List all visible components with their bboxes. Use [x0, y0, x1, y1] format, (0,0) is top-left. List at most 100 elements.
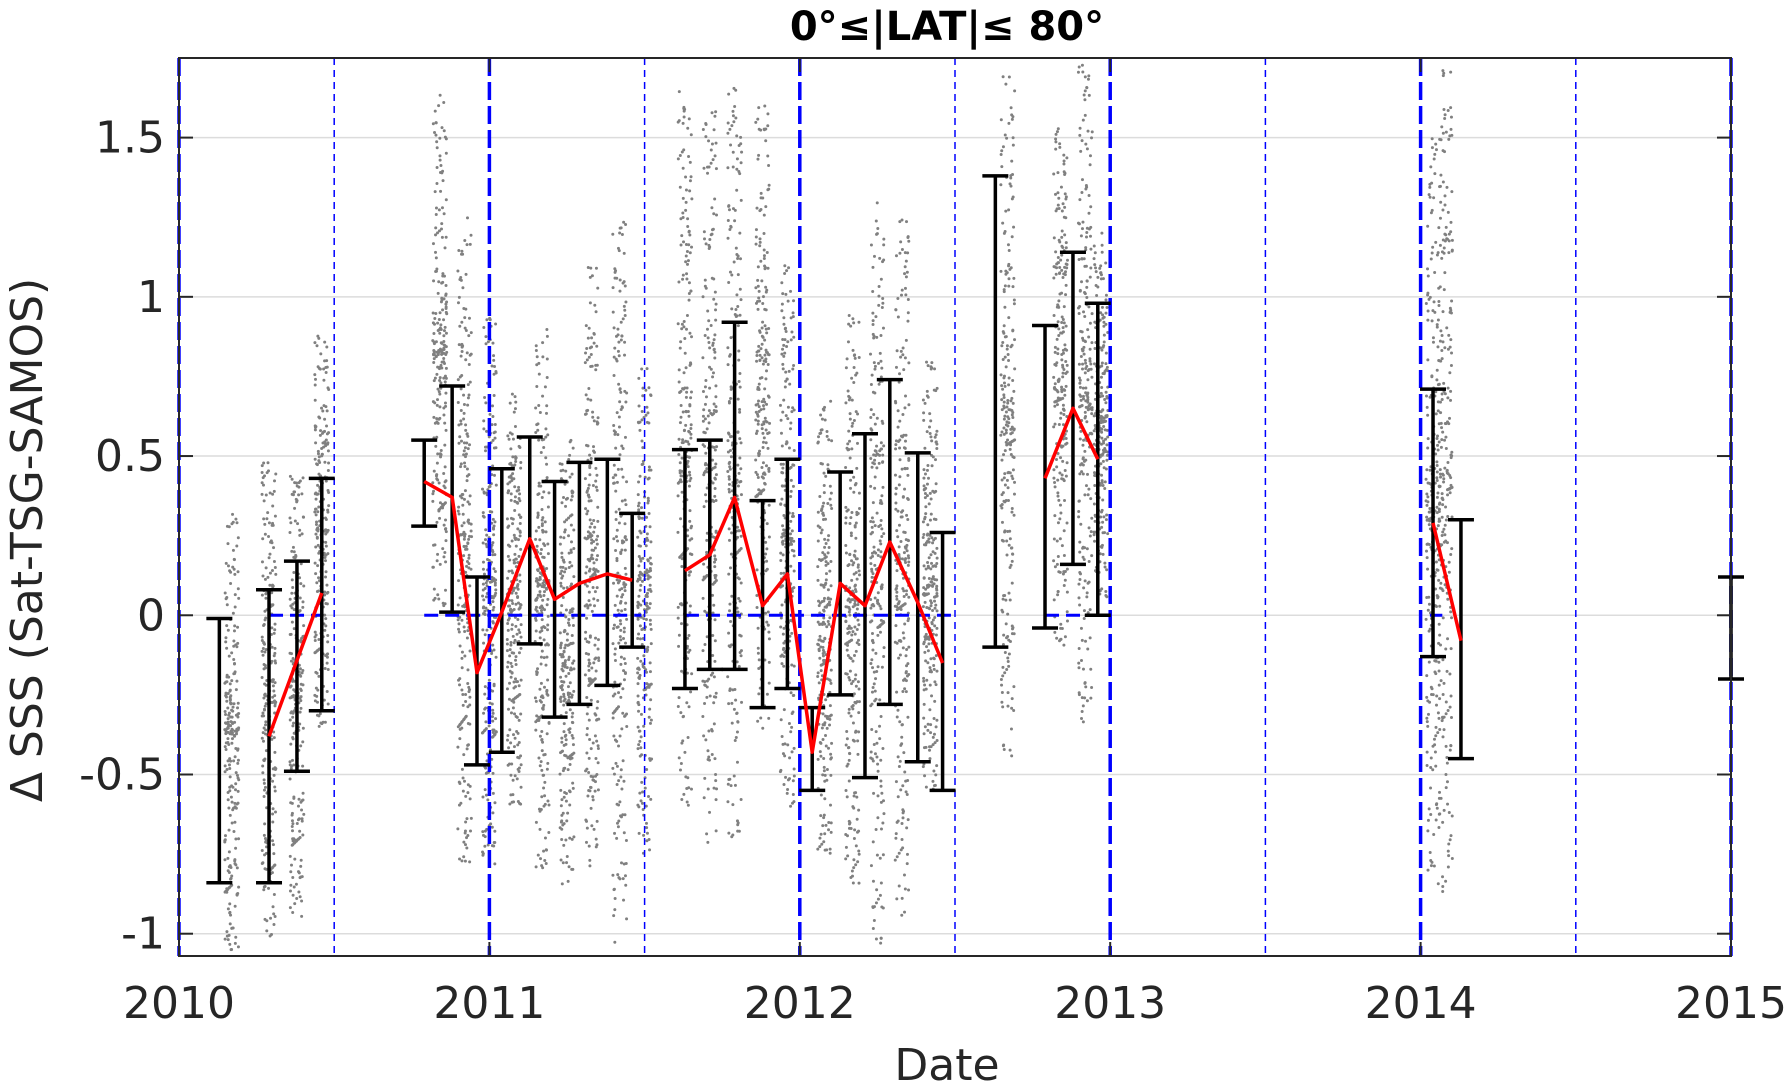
- scatter-point: [485, 533, 489, 537]
- scatter-point: [297, 871, 301, 875]
- scatter-point: [585, 490, 589, 494]
- scatter-point: [585, 826, 589, 830]
- scatter-point: [558, 542, 562, 546]
- scatter-point: [229, 701, 233, 705]
- scatter-point: [491, 621, 495, 625]
- scatter-point: [315, 694, 319, 698]
- scatter-point: [826, 596, 830, 600]
- scatter-point: [482, 598, 486, 602]
- scatter-point: [621, 877, 625, 881]
- scatter-point: [783, 385, 787, 389]
- scatter-point: [458, 375, 462, 379]
- scatter-point: [572, 528, 576, 532]
- scatter-point: [459, 419, 463, 423]
- scatter-point: [881, 853, 885, 857]
- scatter-point: [510, 599, 514, 603]
- scatter-point: [435, 166, 439, 170]
- scatter-point: [612, 424, 616, 428]
- scatter-point: [302, 515, 306, 519]
- scatter-point: [462, 521, 466, 525]
- scatter-point: [539, 547, 543, 551]
- scatter-point: [538, 734, 542, 738]
- scatter-point: [760, 356, 764, 360]
- scatter-point: [643, 475, 647, 479]
- scatter-point: [514, 602, 518, 606]
- scatter-point: [879, 550, 883, 554]
- scatter-point: [237, 837, 241, 841]
- scatter-point: [325, 530, 329, 534]
- scatter-point: [681, 387, 685, 391]
- scatter-point: [262, 781, 266, 785]
- scatter-point: [512, 745, 516, 749]
- scatter-point: [704, 135, 708, 139]
- scatter-point: [464, 820, 468, 824]
- scatter-point: [620, 787, 624, 791]
- scatter-point: [685, 313, 689, 317]
- scatter-point: [273, 514, 277, 518]
- scatter-point: [544, 643, 548, 647]
- scatter-point: [707, 139, 711, 143]
- scatter-point: [438, 154, 442, 158]
- scatter-point: [323, 417, 327, 421]
- scatter-point: [488, 317, 492, 321]
- scatter-point: [543, 802, 547, 806]
- scatter-point: [682, 325, 686, 329]
- scatter-point: [712, 128, 716, 132]
- scatter-point: [816, 539, 820, 543]
- scatter-point: [434, 340, 438, 344]
- scatter-point: [563, 734, 567, 738]
- scatter-point: [852, 475, 856, 479]
- scatter-point: [786, 787, 790, 791]
- scatter-point: [268, 491, 272, 495]
- scatter-point: [854, 571, 858, 575]
- scatter-point: [443, 421, 447, 425]
- scatter-point: [588, 301, 592, 305]
- scatter-point: [758, 299, 762, 303]
- scatter-point: [559, 685, 563, 689]
- scatter-point: [433, 316, 437, 320]
- scatter-point: [517, 718, 521, 722]
- scatter-point: [507, 762, 511, 766]
- scatter-point: [301, 726, 305, 730]
- scatter-point: [433, 421, 437, 425]
- scatter-point: [435, 398, 439, 402]
- scatter-point: [689, 787, 693, 791]
- scatter-point: [434, 269, 438, 273]
- scatter-point: [712, 722, 716, 726]
- scatter-point: [612, 734, 616, 738]
- scatter-point: [459, 533, 463, 537]
- scatter-point: [516, 501, 520, 505]
- scatter-point: [567, 457, 571, 461]
- scatter-point: [704, 121, 708, 125]
- scatter-point: [761, 440, 765, 444]
- scatter-point: [844, 845, 848, 849]
- scatter-point: [618, 588, 622, 592]
- scatter-point: [765, 288, 769, 292]
- scatter-point: [616, 349, 620, 353]
- scatter-point: [689, 175, 693, 179]
- scatter-point: [593, 590, 597, 594]
- scatter-point: [737, 596, 741, 600]
- scatter-point: [817, 649, 821, 653]
- scatter-point: [509, 498, 513, 502]
- scatter-point: [512, 686, 516, 690]
- scatter-point: [443, 246, 447, 250]
- scatter-point: [534, 728, 538, 732]
- scatter-point: [508, 654, 512, 658]
- scatter-point: [727, 475, 731, 479]
- scatter-point: [783, 338, 787, 342]
- scatter-point: [589, 352, 593, 356]
- scatter-point: [706, 787, 710, 791]
- scatter-point: [481, 567, 485, 571]
- scatter-point: [570, 720, 574, 724]
- scatter-point: [493, 423, 497, 427]
- scatter-point: [519, 785, 523, 789]
- scatter-point: [624, 300, 628, 304]
- scatter-point: [689, 423, 693, 427]
- scatter-point: [878, 625, 882, 629]
- scatter-point: [873, 458, 877, 462]
- scatter-point: [458, 435, 462, 439]
- scatter-point: [491, 643, 495, 647]
- scatter-point: [713, 576, 717, 580]
- scatter-point: [872, 254, 876, 258]
